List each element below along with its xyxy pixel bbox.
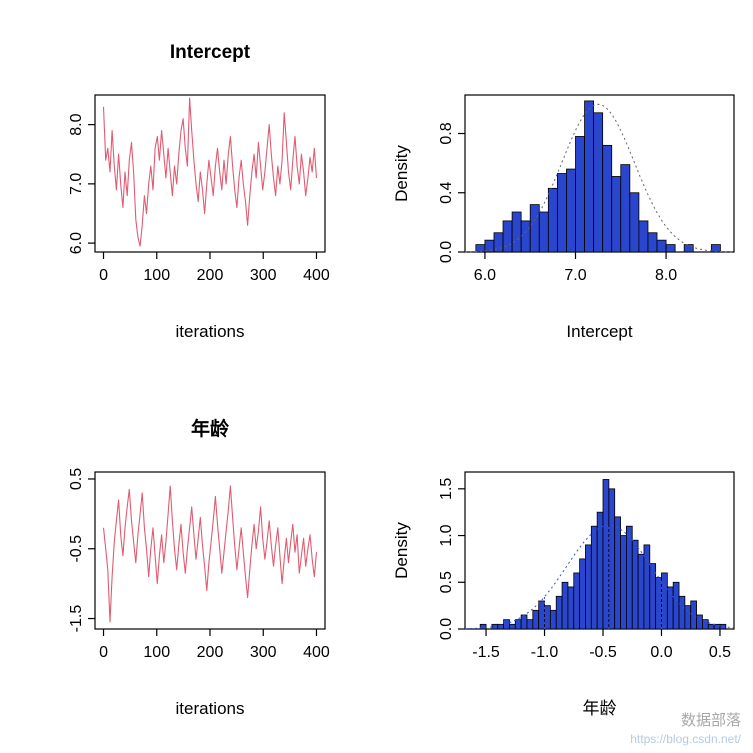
svg-text:年龄: 年龄 [191, 417, 230, 440]
svg-text:100: 100 [143, 267, 170, 284]
svg-text:0: 0 [99, 267, 108, 284]
svg-text:0.5: 0.5 [68, 468, 85, 490]
svg-text:-1.5: -1.5 [472, 644, 500, 661]
svg-text:-1.5: -1.5 [68, 605, 85, 633]
svg-text:0.4: 0.4 [438, 182, 455, 204]
svg-text:6.0: 6.0 [474, 267, 496, 284]
svg-text:-0.5: -0.5 [589, 644, 617, 661]
svg-text:200: 200 [197, 644, 224, 661]
svg-text:年龄: 年龄 [583, 699, 617, 718]
svg-text:8.0: 8.0 [655, 267, 677, 284]
svg-text:iterations: iterations [176, 322, 245, 341]
svg-text:0.5: 0.5 [709, 644, 731, 661]
histogram-intercept: 6.0 7.0 8.0 0.0 0.4 0.8 Intercept Density [392, 94, 735, 341]
trace-plot-age: 0 100 200 300 400 0.5 -0.5 -1.5 年龄 iterations [68, 417, 330, 718]
svg-text:400: 400 [303, 267, 330, 284]
svg-text:0.0: 0.0 [438, 241, 455, 263]
svg-text:0.0: 0.0 [650, 644, 672, 661]
svg-text:6.0: 6.0 [68, 232, 85, 254]
svg-text:200: 200 [197, 267, 224, 284]
svg-text:300: 300 [250, 644, 277, 661]
svg-text:-1.0: -1.0 [531, 644, 559, 661]
svg-text:100: 100 [143, 644, 170, 661]
svg-text:7.0: 7.0 [68, 173, 85, 195]
histogram-age: -1.5 -1.0 -0.5 0.0 0.5 0.0 0.5 1.0 1.5 年龄 Density [392, 471, 735, 718]
svg-text:1.5: 1.5 [438, 478, 455, 500]
svg-text:Intercept: Intercept [170, 42, 251, 63]
svg-text:0.5: 0.5 [438, 571, 455, 593]
svg-text:0.0: 0.0 [438, 618, 455, 640]
svg-text:1.0: 1.0 [438, 524, 455, 546]
svg-text:300: 300 [250, 267, 277, 284]
svg-text:400: 400 [303, 644, 330, 661]
svg-text:8.0: 8.0 [68, 113, 85, 135]
trace-plot-intercept: 0 100 200 300 400 6.0 7.0 8.0 Intercept iteration… [68, 42, 330, 341]
svg-text:-0.5: -0.5 [68, 535, 85, 563]
svg-text:Density: Density [392, 145, 411, 202]
svg-text:Intercept: Intercept [566, 322, 632, 341]
svg-text:iterations: iterations [176, 699, 245, 718]
svg-text:0: 0 [99, 644, 108, 661]
svg-text:Density: Density [392, 522, 411, 579]
svg-text:0.8: 0.8 [438, 122, 455, 144]
svg-text:7.0: 7.0 [564, 267, 586, 284]
